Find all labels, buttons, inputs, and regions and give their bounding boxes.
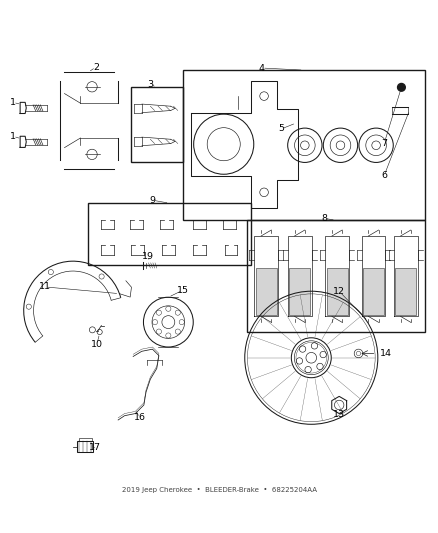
Circle shape <box>398 84 405 91</box>
Text: 1: 1 <box>10 132 16 141</box>
Bar <box>77 441 93 452</box>
Text: 6: 6 <box>381 171 387 180</box>
Text: 8: 8 <box>321 214 327 223</box>
Text: 4: 4 <box>259 63 265 72</box>
Text: 14: 14 <box>381 349 392 358</box>
Text: 3: 3 <box>147 80 153 89</box>
Text: 13: 13 <box>333 410 345 419</box>
Bar <box>131 87 183 163</box>
Bar <box>363 269 384 315</box>
Text: 10: 10 <box>91 341 102 349</box>
Text: 11: 11 <box>39 282 51 292</box>
Bar <box>247 220 425 332</box>
Bar <box>256 269 277 315</box>
Bar <box>289 269 310 315</box>
Bar <box>395 269 416 315</box>
Text: 1: 1 <box>10 98 16 107</box>
Text: 12: 12 <box>333 287 345 296</box>
Bar <box>88 203 251 265</box>
Bar <box>79 438 92 441</box>
Text: 7: 7 <box>381 139 387 148</box>
Text: 2019 Jeep Cherokee  •  BLEEDER-Brake  •  68225204AA: 2019 Jeep Cherokee • BLEEDER-Brake • 682… <box>121 487 317 492</box>
Bar <box>183 70 425 220</box>
Bar <box>326 269 348 315</box>
Text: 15: 15 <box>177 286 188 295</box>
Text: 17: 17 <box>88 443 100 453</box>
Text: 9: 9 <box>149 196 155 205</box>
Text: 19: 19 <box>142 252 154 261</box>
Text: 5: 5 <box>278 125 284 133</box>
Text: 2: 2 <box>93 63 99 71</box>
Text: 16: 16 <box>134 414 145 422</box>
